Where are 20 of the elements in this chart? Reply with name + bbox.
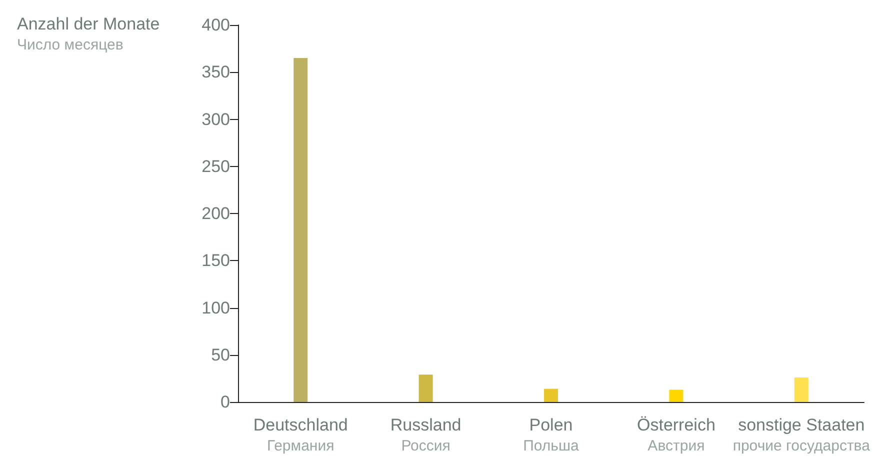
y-tick-label: 400 <box>202 16 230 34</box>
y-tick-label: 0 <box>220 392 230 412</box>
x-tick-label: Deutschland Германия <box>253 416 348 454</box>
bar <box>418 374 433 402</box>
x-tick-label: Polen Польша <box>523 416 580 454</box>
bar <box>669 390 684 402</box>
y-tick-label: 150 <box>202 251 230 270</box>
x-tick-label: Österreich Австрия <box>636 416 716 454</box>
y-tick-label: 300 <box>202 110 230 129</box>
y-tick-label: 350 <box>202 62 230 82</box>
bar <box>794 377 808 402</box>
y-axis-title: Anzahl der Monate Число месяцев <box>17 14 160 54</box>
y-tick-label: 50 <box>211 345 230 364</box>
x-tick-label: sonstige Staaten прочие государства <box>732 416 871 454</box>
bar <box>544 388 558 402</box>
bar <box>294 58 308 402</box>
y-tick-label: 200 <box>202 204 230 223</box>
x-tick-label: Russland Россия <box>390 416 462 454</box>
y-tick-label: 250 <box>202 156 230 176</box>
y-tick-label: 100 <box>202 298 230 318</box>
